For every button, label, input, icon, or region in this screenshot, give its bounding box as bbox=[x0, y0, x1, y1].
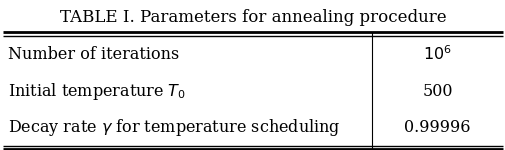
Text: 0.99996: 0.99996 bbox=[403, 119, 470, 136]
Text: Decay rate $\gamma$ for temperature scheduling: Decay rate $\gamma$ for temperature sche… bbox=[8, 117, 340, 138]
Text: $10^6$: $10^6$ bbox=[422, 45, 451, 64]
Text: 500: 500 bbox=[421, 82, 452, 99]
Text: TABLE I. Parameters for annealing procedure: TABLE I. Parameters for annealing proced… bbox=[60, 9, 445, 26]
Text: Initial temperature $T_0$: Initial temperature $T_0$ bbox=[8, 81, 186, 102]
Text: Number of iterations: Number of iterations bbox=[8, 46, 179, 63]
